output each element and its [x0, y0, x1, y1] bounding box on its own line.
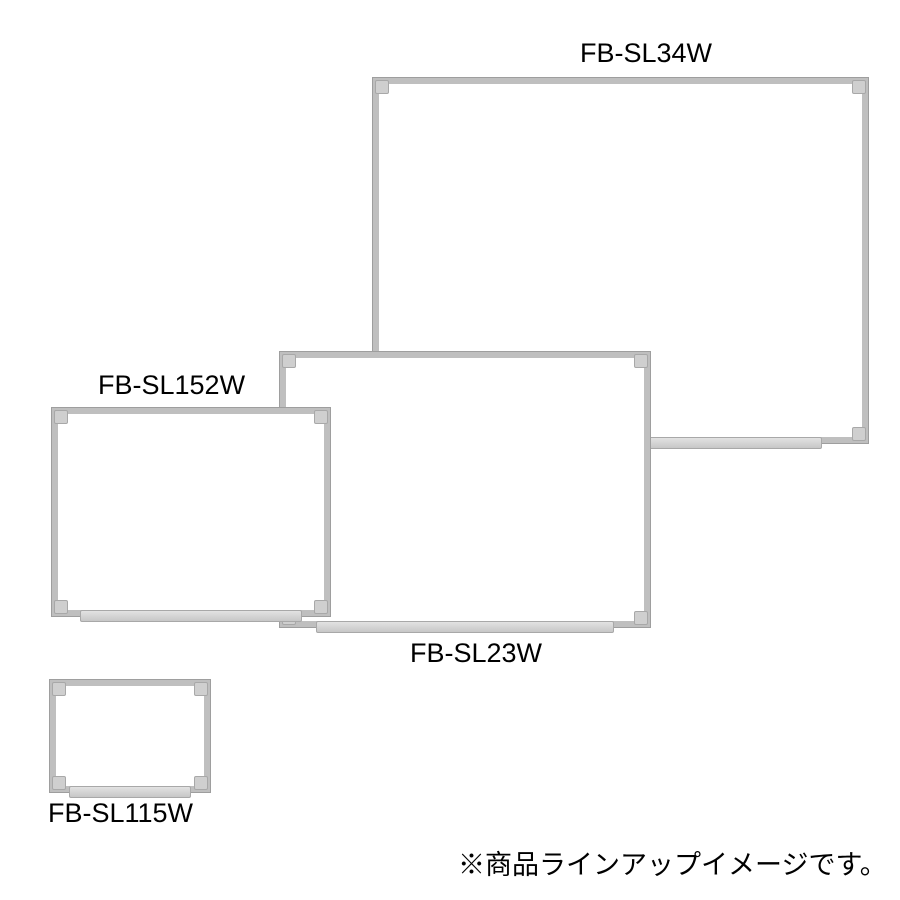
corner-icon — [54, 600, 68, 614]
corner-icon — [194, 682, 208, 696]
board-label-sl152w: FB-SL152W — [98, 370, 245, 401]
corner-icon — [634, 611, 648, 625]
board-label-sl23w: FB-SL23W — [410, 638, 542, 669]
whiteboard-sl152w — [52, 408, 330, 616]
whiteboard-sl23w — [280, 352, 650, 627]
product-lineup-diagram: FB-SL34W FB-SL23W FB-SL152W FB-SL115W ※商… — [0, 0, 900, 900]
corner-icon — [314, 600, 328, 614]
board-label-sl34w: FB-SL34W — [580, 38, 712, 69]
footer-note: ※商品ラインアップイメージです。 — [458, 843, 887, 882]
pen-tray — [80, 610, 302, 622]
corner-icon — [852, 80, 866, 94]
corner-icon — [634, 354, 648, 368]
corner-icon — [52, 682, 66, 696]
corner-icon — [54, 410, 68, 424]
pen-tray — [316, 621, 614, 633]
corner-icon — [375, 80, 389, 94]
corner-icon — [282, 354, 296, 368]
corner-icon — [194, 776, 208, 790]
corner-icon — [52, 776, 66, 790]
pen-tray — [69, 786, 191, 798]
whiteboard-sl115w — [50, 680, 210, 792]
corner-icon — [314, 410, 328, 424]
corner-icon — [852, 427, 866, 441]
board-label-sl115w: FB-SL115W — [48, 798, 193, 829]
